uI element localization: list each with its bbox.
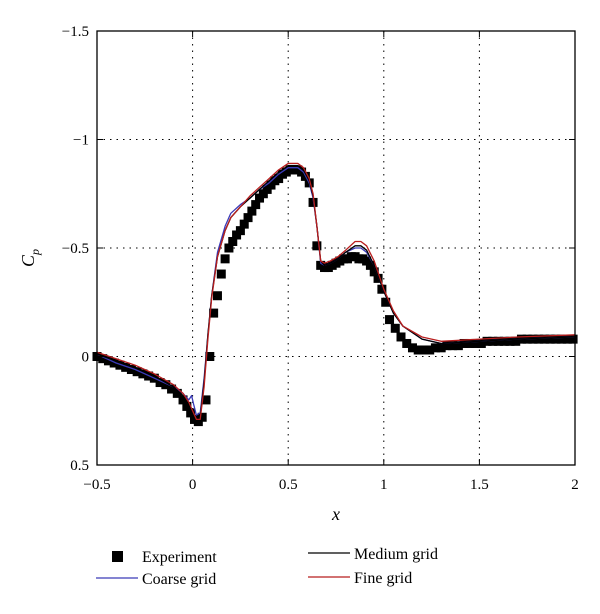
data-point-experiment	[402, 338, 412, 348]
data-point-experiment	[182, 401, 192, 411]
data-point-experiment	[557, 334, 567, 344]
data-point-experiment	[167, 384, 177, 394]
data-point-experiment	[98, 354, 108, 364]
legend-label-experiment: Experiment	[142, 549, 217, 566]
data-point-experiment	[390, 323, 400, 333]
x-tick-label: 1.5	[470, 477, 489, 493]
data-point-experiment	[201, 395, 211, 405]
data-point-experiment	[413, 345, 423, 355]
data-point-experiment	[511, 336, 521, 346]
data-point-experiment	[243, 213, 253, 223]
data-point-experiment	[499, 336, 509, 346]
series-line-coarse-grid	[96, 167, 576, 416]
data-point-experiment	[381, 297, 391, 307]
series-line-fine-grid	[96, 162, 576, 421]
legend-label-coarse-grid: Coarse grid	[142, 571, 216, 588]
data-point-experiment	[172, 388, 182, 398]
data-point-experiment	[228, 236, 238, 246]
data-point-experiment	[312, 241, 322, 251]
data-point-experiment	[373, 273, 383, 283]
data-point-experiment	[121, 362, 131, 372]
legend-label-medium-grid: Medium grid	[354, 546, 438, 563]
data-point-experiment	[220, 254, 230, 264]
data-point-experiment	[385, 315, 395, 325]
data-point-experiment	[453, 341, 463, 351]
data-point-experiment	[419, 345, 429, 355]
data-point-experiment	[155, 378, 165, 388]
x-tick-label: 2	[571, 477, 579, 493]
data-point-experiment	[377, 284, 387, 294]
data-point-experiment	[209, 308, 219, 318]
data-point-experiment	[505, 336, 515, 346]
x-tick-label: −0.5	[83, 477, 110, 493]
data-point-experiment	[471, 338, 481, 348]
y-tick-label: 0.5	[70, 458, 89, 474]
legend-marker-experiment	[112, 551, 123, 562]
data-point-experiment	[476, 338, 486, 348]
x-tick-label: 0	[189, 477, 197, 493]
data-point-experiment	[138, 369, 148, 379]
legend-item-fine-grid: Fine grid	[308, 570, 412, 587]
legend-item-experiment: Experiment	[112, 549, 217, 566]
data-point-experiment	[212, 291, 222, 301]
y-axis-label-subscript: p	[28, 249, 42, 256]
data-point-experiment	[369, 267, 379, 277]
y-axis-label-main: C	[18, 254, 38, 267]
data-point-experiment	[115, 360, 125, 370]
data-point-experiment	[251, 200, 261, 210]
y-tick-label: −1.5	[62, 24, 89, 40]
y-tick-label: −1	[73, 133, 89, 149]
data-point-experiment	[216, 269, 226, 279]
data-point-experiment	[465, 338, 475, 348]
data-point-experiment	[488, 336, 498, 346]
data-point-experiment	[103, 356, 113, 366]
data-point-experiment	[239, 219, 249, 229]
tick-layer: −0.5 0 0.5 1 1.5 2 −1.5 −1 −0.5 0 0.5	[62, 24, 579, 493]
data-point-experiment	[224, 243, 234, 253]
series-layer	[92, 162, 578, 427]
data-point-experiment	[494, 336, 504, 346]
series-experiment	[92, 165, 578, 427]
data-point-experiment	[247, 206, 257, 216]
legend: Experiment Coarse grid Medium grid Fine …	[96, 546, 438, 588]
data-point-experiment	[425, 345, 435, 355]
series-line-medium-grid	[96, 164, 576, 421]
data-point-experiment	[545, 334, 555, 344]
data-point-experiment	[568, 334, 578, 344]
data-point-experiment	[132, 367, 142, 377]
y-axis-label: Cp	[18, 249, 42, 267]
y-tick-label: −0.5	[62, 241, 89, 257]
data-point-experiment	[562, 334, 572, 344]
data-point-experiment	[186, 408, 196, 418]
data-point-experiment	[448, 341, 458, 351]
y-tick-label: 0	[82, 350, 90, 366]
data-point-experiment	[126, 365, 136, 375]
data-point-experiment	[407, 343, 417, 353]
x-tick-label: 0.5	[279, 477, 298, 493]
data-point-experiment	[396, 332, 406, 342]
data-point-experiment	[235, 226, 245, 236]
legend-label-fine-grid: Fine grid	[354, 570, 412, 587]
data-point-experiment	[534, 334, 544, 344]
data-point-experiment	[178, 395, 188, 405]
data-point-experiment	[109, 358, 119, 368]
x-tick-label: 1	[380, 477, 388, 493]
data-point-experiment	[205, 352, 215, 361]
data-point-experiment	[430, 343, 440, 353]
x-axis-label: x	[331, 504, 340, 524]
legend-item-coarse-grid: Coarse grid	[96, 571, 216, 588]
data-point-experiment	[459, 338, 469, 348]
legend-item-medium-grid: Medium grid	[308, 546, 438, 563]
data-point-experiment	[539, 334, 549, 344]
data-point-experiment	[161, 380, 171, 390]
data-point-experiment	[551, 334, 561, 344]
data-point-experiment	[442, 341, 452, 351]
data-point-experiment	[197, 412, 207, 422]
data-point-experiment	[365, 260, 375, 270]
data-point-experiment	[436, 343, 446, 353]
grid-layer	[97, 31, 575, 465]
